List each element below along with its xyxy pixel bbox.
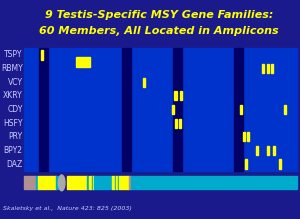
- Bar: [243, 132, 245, 141]
- Bar: [173, 48, 182, 171]
- Bar: [112, 176, 115, 189]
- Bar: [279, 159, 281, 169]
- Bar: [67, 176, 87, 189]
- Bar: [131, 176, 297, 189]
- Bar: [92, 176, 93, 189]
- Text: XKRY: XKRY: [3, 91, 22, 100]
- Bar: [119, 176, 129, 189]
- Text: Skaletsky et al.,  Nature 423: 825 (2003): Skaletsky et al., Nature 423: 825 (2003): [3, 206, 132, 210]
- Bar: [39, 48, 48, 171]
- Bar: [143, 78, 145, 87]
- Bar: [94, 176, 96, 189]
- Bar: [93, 176, 94, 189]
- Text: TSPY: TSPY: [4, 51, 22, 60]
- Bar: [172, 105, 174, 114]
- Bar: [24, 48, 297, 171]
- Text: HSFY: HSFY: [3, 119, 22, 128]
- Bar: [267, 64, 269, 73]
- Bar: [262, 64, 264, 73]
- Bar: [256, 146, 259, 155]
- Bar: [244, 159, 247, 169]
- Bar: [180, 91, 182, 101]
- Bar: [96, 176, 112, 189]
- Bar: [41, 50, 43, 60]
- Bar: [115, 176, 116, 189]
- Bar: [118, 176, 119, 189]
- Bar: [175, 91, 177, 101]
- Bar: [267, 146, 269, 155]
- Bar: [116, 176, 118, 189]
- Bar: [129, 176, 131, 189]
- Bar: [248, 132, 250, 141]
- Bar: [175, 118, 177, 128]
- Bar: [284, 105, 286, 114]
- Bar: [272, 64, 274, 73]
- Bar: [240, 105, 242, 114]
- Bar: [122, 48, 131, 171]
- Bar: [38, 176, 56, 189]
- Bar: [36, 176, 38, 189]
- Text: RBMY: RBMY: [1, 64, 22, 73]
- Text: DAZ: DAZ: [6, 159, 22, 168]
- Bar: [273, 146, 275, 155]
- Ellipse shape: [58, 175, 65, 191]
- Bar: [179, 118, 182, 128]
- Bar: [56, 176, 58, 189]
- Bar: [24, 176, 36, 189]
- Bar: [89, 176, 92, 189]
- Text: VCY: VCY: [8, 78, 22, 87]
- Text: PRY: PRY: [8, 132, 22, 141]
- Bar: [87, 176, 89, 189]
- Text: BPY2: BPY2: [4, 146, 22, 155]
- Text: 60 Members, All Located in Amplicons: 60 Members, All Located in Amplicons: [39, 26, 279, 36]
- Text: 9 Testis-Specific MSY Gene Families:: 9 Testis-Specific MSY Gene Families:: [45, 10, 273, 20]
- Text: CDY: CDY: [7, 105, 22, 114]
- Bar: [76, 57, 89, 67]
- Bar: [234, 48, 243, 171]
